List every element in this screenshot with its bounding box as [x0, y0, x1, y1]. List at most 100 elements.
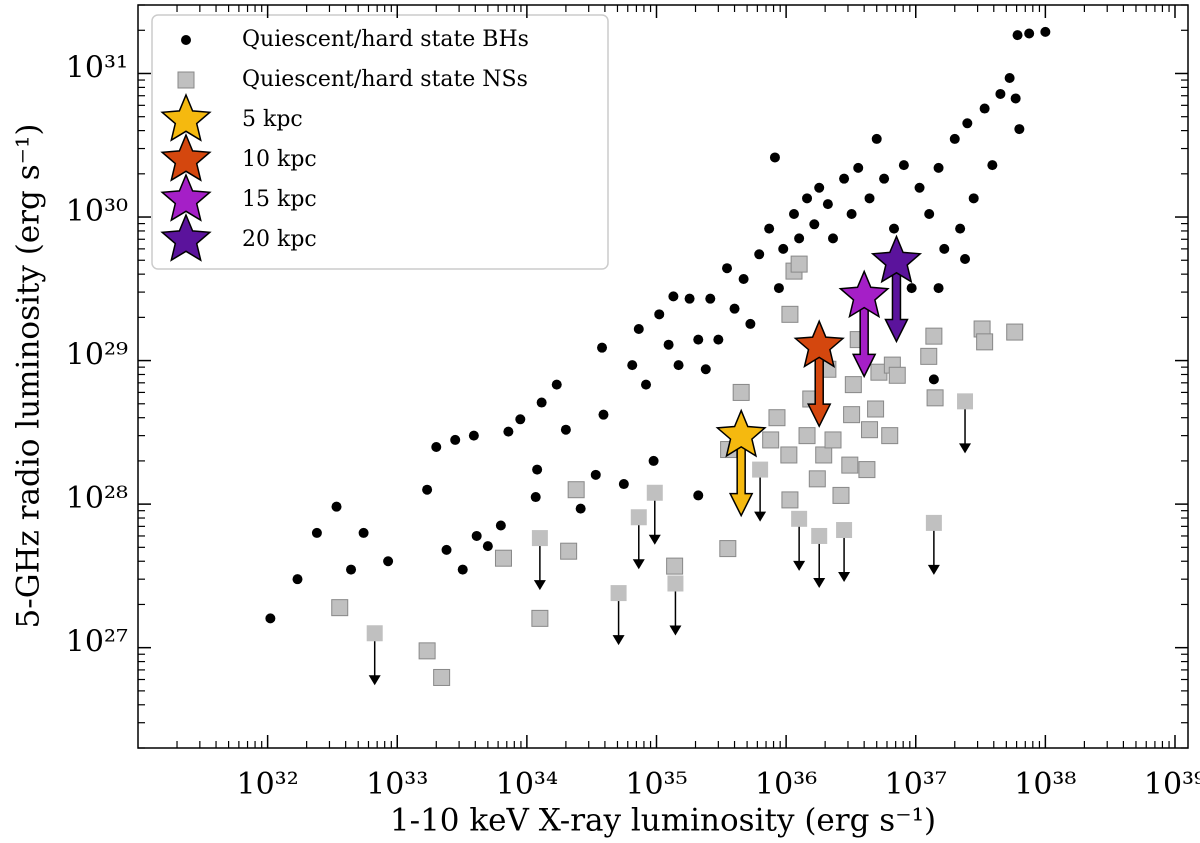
bh-point	[441, 544, 452, 555]
bh-point	[532, 464, 543, 475]
ns-point	[560, 542, 578, 560]
bh-point	[955, 223, 966, 234]
ns-point	[768, 409, 786, 427]
upper-limit-arrowhead	[813, 577, 826, 588]
bh-point	[482, 541, 493, 552]
ns-point	[646, 484, 663, 501]
bh-point	[738, 274, 749, 285]
ns-point	[811, 527, 828, 544]
legend-marker	[160, 133, 212, 182]
bh-point	[536, 397, 547, 408]
legend-text: Quiescent/hard state NSs	[242, 67, 528, 92]
bh-point	[949, 133, 960, 144]
legend-box	[151, 14, 609, 270]
ns-point	[925, 514, 942, 531]
bh-point	[814, 182, 825, 193]
ns-point	[433, 668, 451, 686]
legend-text: 15 kpc	[242, 187, 317, 212]
ns-point	[667, 575, 684, 592]
bh-point	[898, 160, 909, 171]
y-tick-label: 10²⁷	[66, 625, 128, 660]
bh-point	[906, 283, 917, 294]
legend-marker	[160, 93, 212, 142]
ns-point	[366, 625, 383, 642]
bh-point	[794, 233, 805, 244]
bh-point	[641, 379, 652, 390]
bh-point	[693, 490, 704, 501]
x-tick-label: 10³⁷	[885, 767, 947, 802]
bh-point	[471, 530, 482, 541]
bh-point	[495, 520, 506, 531]
bh-point	[575, 503, 586, 514]
upper-limit-arrowhead	[368, 675, 381, 686]
bh-point	[995, 88, 1006, 99]
ns-point	[752, 461, 769, 478]
bh-point	[924, 208, 935, 219]
bh-point	[383, 556, 394, 567]
ns-point	[808, 470, 826, 488]
upper-limit-arrowhead	[669, 625, 682, 636]
ns-point	[331, 599, 349, 617]
ns-point	[925, 327, 943, 345]
bh-point	[928, 374, 939, 385]
upper-limit-arrowhead	[838, 572, 851, 583]
bh-point	[968, 193, 979, 204]
x-axis-title: 1-10 keV X-ray luminosity (erg s⁻¹)	[390, 803, 936, 839]
bh-point	[265, 613, 276, 624]
ns-point	[610, 585, 627, 602]
bh-point	[705, 293, 716, 304]
bh-point	[871, 133, 882, 144]
legend-marker	[177, 71, 195, 89]
x-tick-label: 10³²	[237, 767, 299, 802]
star-point	[793, 319, 845, 368]
bh-point	[933, 162, 944, 173]
bh-point	[769, 152, 780, 163]
bh-point	[809, 219, 820, 230]
ns-point	[791, 510, 808, 527]
bh-point	[828, 233, 839, 244]
bh-point	[597, 342, 608, 353]
bh-point	[292, 574, 303, 585]
bh-point	[560, 424, 571, 435]
ns-point	[790, 255, 808, 273]
bh-point	[879, 173, 890, 184]
bh-point	[551, 379, 562, 390]
x-tick-label: 10³⁸	[1014, 767, 1076, 802]
bh-point	[939, 243, 950, 254]
star-point	[838, 269, 890, 319]
bh-point	[839, 173, 850, 184]
bh-point	[713, 334, 724, 345]
ns-point	[719, 540, 737, 558]
star-point	[715, 408, 767, 458]
bh-point	[422, 484, 433, 495]
bh-point	[1040, 26, 1051, 37]
ns-point	[781, 491, 799, 509]
bh-point	[933, 283, 944, 294]
ns-point	[781, 305, 799, 323]
bh-point	[663, 339, 674, 350]
bh-point	[684, 293, 695, 304]
ns-point	[494, 549, 512, 567]
y-axis-title: 5-GHz radio luminosity (erg s⁻¹)	[11, 124, 47, 629]
bh-point	[618, 479, 629, 490]
bh-point	[1012, 30, 1023, 41]
axes-frame	[137, 4, 1189, 749]
bh-point	[457, 564, 468, 575]
ns-point	[841, 456, 859, 474]
bh-point	[987, 160, 998, 171]
x-tick-label: 10³⁹	[1144, 767, 1200, 802]
ns-point	[832, 486, 850, 504]
ns-point	[1006, 323, 1024, 341]
legend-marker	[160, 213, 212, 262]
bh-point	[960, 254, 971, 265]
ns-point	[836, 522, 853, 539]
bh-point	[648, 455, 659, 466]
bh-point	[788, 208, 799, 219]
bh-point	[846, 208, 857, 219]
bh-point	[668, 291, 679, 302]
bh-point	[764, 223, 775, 234]
ns-point	[798, 427, 816, 445]
ns-point	[957, 393, 974, 410]
bh-point	[745, 318, 756, 329]
